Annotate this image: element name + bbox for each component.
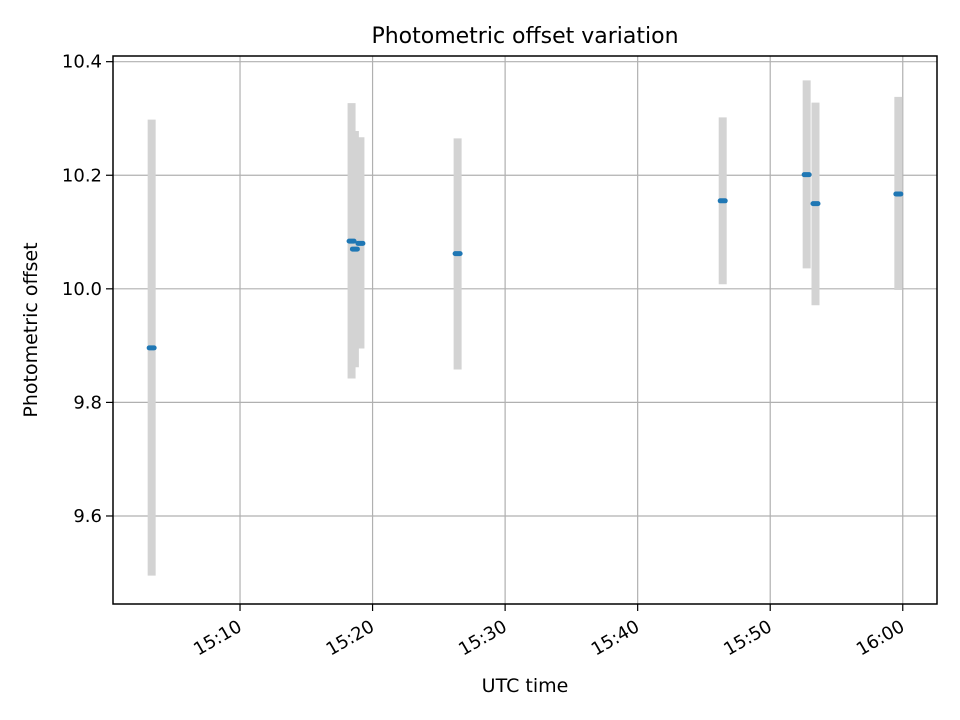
data-point — [717, 198, 728, 204]
data-point — [346, 238, 357, 244]
y-tick-label: 9.6 — [73, 506, 102, 527]
data-point — [146, 345, 157, 351]
y-tick-label: 10.0 — [62, 279, 102, 300]
x-axis-label: UTC time — [482, 675, 569, 697]
y-tick-label: 10.4 — [62, 52, 102, 73]
grid-lines — [113, 56, 937, 604]
y-tick-label: 10.2 — [62, 165, 102, 186]
plot-frame — [112, 55, 938, 605]
y-axis-label: Photometric offset — [20, 242, 42, 417]
y-tick-label: 9.8 — [73, 392, 102, 413]
chart-title: Photometric offset variation — [371, 24, 678, 49]
data-point — [801, 172, 812, 178]
y-axis-ticks: 9.6 9.8 10.0 10.2 10.4 — [62, 52, 113, 527]
data-point — [810, 201, 821, 207]
data-point — [349, 246, 360, 252]
data-point — [355, 240, 366, 246]
data-point — [893, 191, 904, 197]
data-point — [452, 251, 463, 257]
data-points — [146, 172, 904, 351]
